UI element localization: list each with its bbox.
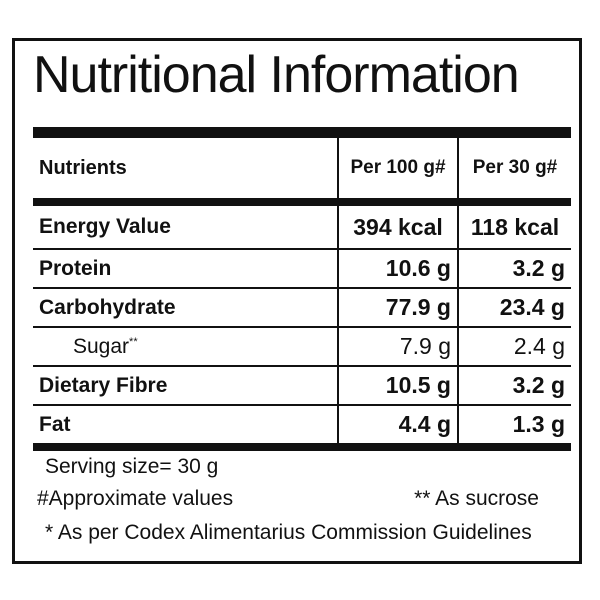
nutrient-name-text: Sugar — [73, 334, 130, 358]
label-title: Nutritional Information — [33, 46, 520, 104]
value-per-100g: 4.4 g — [337, 405, 458, 447]
footnote-mark: ** — [129, 335, 138, 348]
value-per-30g: 3.2 g — [457, 249, 571, 289]
nutrient-name: Dietary Fibre — [33, 366, 338, 406]
value-per-30g: 1.3 g — [457, 405, 571, 447]
nutrient-name: Fat — [39, 412, 71, 436]
nutrient-name-sub: Sugar** — [33, 327, 338, 367]
value-per-100g: 394 kcal — [337, 202, 458, 250]
value-per-30g: 2.4 g — [457, 327, 571, 367]
approximate-values-note: #Approximate values — [37, 487, 234, 510]
value-per-30g: 23.4 g — [457, 288, 571, 328]
sucrose-note: ** As sucrose — [414, 487, 539, 510]
nutrition-label: Nutritional Information Nutrients Per 10… — [12, 38, 582, 564]
value-per-100g: 10.5 g — [337, 366, 458, 406]
table-row: Sugar** 7.9 g 2.4 g — [33, 327, 571, 367]
value-per-100g: 7.9 g — [337, 327, 458, 367]
codex-note: * As per Codex Alimentarius Commission G… — [45, 521, 532, 544]
nutrient-name: Protein — [33, 249, 338, 289]
serving-size-text: Serving size= 30 g — [45, 455, 219, 478]
nutrient-name: Energy Value — [33, 202, 338, 250]
value-per-100g: 77.9 g — [337, 288, 458, 328]
value-per-100g: 10.6 g — [337, 249, 458, 289]
table-row: Protein 10.6 g 3.2 g — [33, 249, 571, 289]
table-row: Carbohydrate 77.9 g 23.4 g — [33, 288, 571, 328]
nutrition-table: Nutrients Per 100 g# Per 30 g# Energy Va… — [33, 127, 571, 451]
table-row: Energy Value 394 kcal 118 kcal — [33, 202, 571, 250]
column-header-per-100g: Per 100 g# — [337, 132, 458, 206]
column-header-nutrients: Nutrients — [33, 132, 338, 206]
value-per-30g: 3.2 g — [457, 366, 571, 406]
column-header-per-30g: Per 30 g# — [457, 132, 571, 206]
table-row: Dietary Fibre 10.5 g 3.2 g — [33, 366, 571, 406]
value-per-30g: 118 kcal — [457, 202, 571, 250]
table-header-row: Nutrients Per 100 g# Per 30 g# — [33, 132, 571, 206]
table-row: Fat 4.4 g 1.3 g — [33, 405, 571, 447]
nutrition-table-wrap: Nutrients Per 100 g# Per 30 g# Energy Va… — [33, 127, 571, 451]
nutrient-name: Carbohydrate — [33, 288, 338, 328]
